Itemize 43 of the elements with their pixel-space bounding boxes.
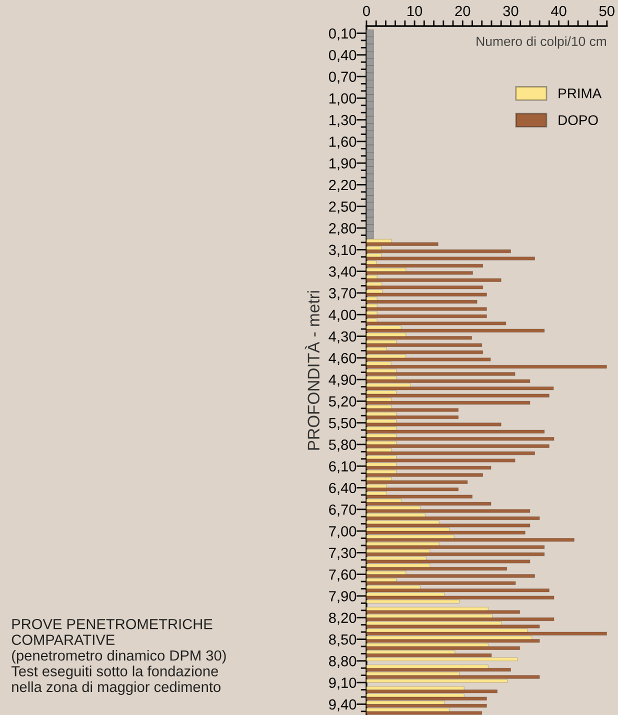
y-tick-label: 6,70 bbox=[329, 504, 356, 517]
y-tick-label: 6,10 bbox=[329, 461, 356, 474]
legend-label: PRIMA bbox=[558, 88, 602, 98]
y-axis-title: PROFONDITÀ - metri bbox=[304, 291, 320, 450]
x-tick-label: 50 bbox=[599, 6, 614, 16]
y-tick-label: 3,70 bbox=[328, 288, 356, 300]
y-tick-label: 5,20 bbox=[328, 396, 356, 408]
y-tick-label: 2,50 bbox=[329, 201, 356, 214]
y-tick-label: 1,00 bbox=[329, 93, 356, 106]
y-tick-label: 0,70 bbox=[328, 72, 356, 84]
x-axis-title: Numero di colpi/10 cm bbox=[476, 36, 606, 49]
y-tick-label: 0,40 bbox=[328, 50, 356, 62]
x-tick-label: 20 bbox=[455, 6, 470, 16]
y-tick-label: 3,10 bbox=[328, 244, 356, 257]
y-tick-label: 1,30 bbox=[329, 114, 356, 127]
x-tick-label: 10 bbox=[408, 6, 422, 16]
y-tick-label: 1,60 bbox=[329, 136, 356, 149]
y-tick-label: 7,90 bbox=[329, 591, 356, 604]
y-tick-label: 4,90 bbox=[328, 374, 356, 387]
x-tick-label: 30 bbox=[503, 6, 518, 16]
y-tick-label: 8,50 bbox=[329, 634, 356, 646]
y-tick-label: 8,20 bbox=[329, 612, 356, 625]
y-tick-label: 5,80 bbox=[328, 440, 356, 452]
x-tick-label: 0 bbox=[362, 6, 370, 16]
y-tick-label: 5,50 bbox=[328, 418, 356, 430]
y-tick-label: 7,60 bbox=[329, 569, 356, 582]
y-tick-label: 4,00 bbox=[328, 310, 356, 322]
y-tick-label: 6,40 bbox=[329, 482, 356, 495]
y-tick-label: 9,10 bbox=[329, 678, 356, 690]
y-tick-label: 1,90 bbox=[329, 158, 356, 170]
y-tick-label: 2,20 bbox=[329, 180, 356, 192]
y-tick-label: 0,10 bbox=[328, 28, 356, 40]
y-tick-label: 9,40 bbox=[329, 699, 356, 712]
y-tick-label: 4,30 bbox=[328, 331, 356, 344]
y-tick-label: 7,00 bbox=[329, 526, 356, 538]
y-tick-label: 4,60 bbox=[328, 352, 356, 366]
y-tick-label: 3,40 bbox=[328, 266, 356, 278]
legend-label: DOPO bbox=[558, 115, 598, 126]
y-tick-label: 2,80 bbox=[329, 223, 356, 236]
text: PROVE PENETROMETRICHE COMPARATIVE (penetrometro dinamico DPM 30) Test eseguiti sotto la fondazione nella zona di maggior cedimento bbox=[11, 618, 226, 695]
y-tick-label: 7,30 bbox=[329, 548, 356, 560]
x-tick-label: 40 bbox=[551, 6, 566, 16]
y-tick-label: 8,80 bbox=[329, 656, 356, 668]
